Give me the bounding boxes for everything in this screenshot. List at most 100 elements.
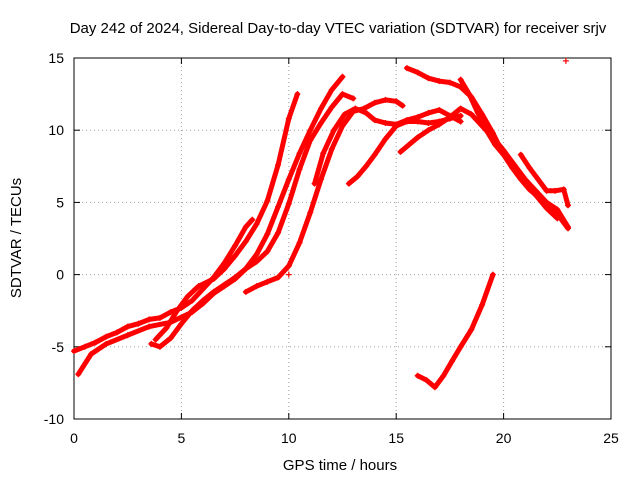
data-point [232, 242, 239, 249]
data-point [382, 119, 389, 126]
data-point [543, 205, 550, 212]
data-point [307, 127, 314, 134]
data-point [397, 148, 404, 155]
data-point [178, 320, 185, 327]
data-point [124, 323, 131, 330]
data-point [253, 258, 260, 265]
data-point [285, 271, 292, 278]
data-point [562, 57, 569, 64]
data-point [296, 239, 303, 246]
data-point [124, 332, 131, 339]
data-point [189, 307, 196, 314]
data-point [232, 252, 239, 259]
data-point [345, 180, 352, 187]
data-point [363, 163, 370, 170]
series-track-12 [414, 271, 496, 391]
x-tick-label: 5 [178, 430, 186, 446]
data-point [414, 69, 421, 76]
data-point [468, 111, 475, 118]
data-point [371, 99, 378, 106]
data-point [275, 203, 282, 210]
data-point [264, 278, 271, 285]
x-tick-label: 20 [496, 430, 512, 446]
data-point [210, 275, 217, 282]
y-tick-label: -10 [44, 411, 64, 427]
data-point [249, 216, 256, 223]
data-point [517, 151, 524, 158]
data-point [425, 75, 432, 82]
data-point [474, 109, 481, 116]
data-point [113, 329, 120, 336]
data-point [393, 98, 400, 105]
data-point [339, 91, 346, 98]
data-point [552, 187, 559, 194]
data-point [294, 91, 301, 98]
data-point [328, 145, 335, 152]
series-line [153, 91, 300, 343]
data-point [275, 229, 282, 236]
data-point [354, 173, 361, 180]
data-point [210, 288, 217, 295]
data-point [75, 371, 82, 378]
series-track-1 [71, 216, 256, 355]
data-point [221, 265, 228, 272]
data-point [560, 186, 567, 193]
data-point [339, 73, 346, 80]
data-point [483, 127, 490, 134]
data-point [135, 320, 142, 327]
data-point [406, 141, 413, 148]
data-point [307, 137, 314, 144]
data-point [264, 231, 271, 238]
data-point [382, 96, 389, 103]
data-point [457, 343, 464, 350]
data-point [414, 372, 421, 379]
data-point [436, 78, 443, 85]
data-point [195, 283, 202, 290]
data-point [466, 91, 473, 98]
data-point [371, 151, 378, 158]
data-point [232, 274, 239, 281]
series-track-10 [457, 76, 572, 230]
data-traces [71, 57, 572, 391]
chart-title: Day 242 of 2024, Sidereal Day-to-day VTE… [70, 20, 607, 37]
data-point [88, 351, 95, 358]
grid [74, 58, 611, 419]
axis-ticks: 0 5 10 15 20 25 -10 -5 0 5 10 15 [44, 50, 619, 446]
data-point [382, 135, 389, 142]
data-point [350, 95, 357, 102]
data-point [363, 109, 370, 116]
data-point [339, 122, 346, 129]
data-point [199, 297, 206, 304]
data-point [446, 114, 453, 121]
data-point [307, 209, 314, 216]
data-point [242, 265, 249, 272]
data-point [242, 223, 249, 230]
y-axis-label: SDTVAR / TECUs [8, 178, 25, 298]
data-point [423, 377, 430, 384]
data-point [156, 314, 163, 321]
data-point [253, 283, 260, 290]
series-line [243, 97, 406, 295]
data-point [509, 164, 516, 171]
data-point [534, 193, 541, 200]
series-track-4 [148, 91, 357, 350]
data-point [71, 348, 77, 355]
data-point [457, 76, 464, 83]
data-point [264, 248, 271, 255]
series-track-5 [242, 96, 406, 295]
data-point [565, 223, 572, 230]
data-point [146, 323, 153, 330]
data-point [403, 118, 410, 125]
series-line [415, 272, 496, 390]
data-point [457, 105, 464, 112]
series-track-11 [517, 151, 572, 209]
data-point [167, 309, 174, 316]
data-point [253, 251, 260, 258]
data-point [436, 106, 443, 113]
data-point [242, 288, 249, 295]
data-point [526, 186, 533, 193]
data-point [457, 112, 464, 119]
data-point [318, 119, 325, 126]
data-point [330, 127, 337, 134]
